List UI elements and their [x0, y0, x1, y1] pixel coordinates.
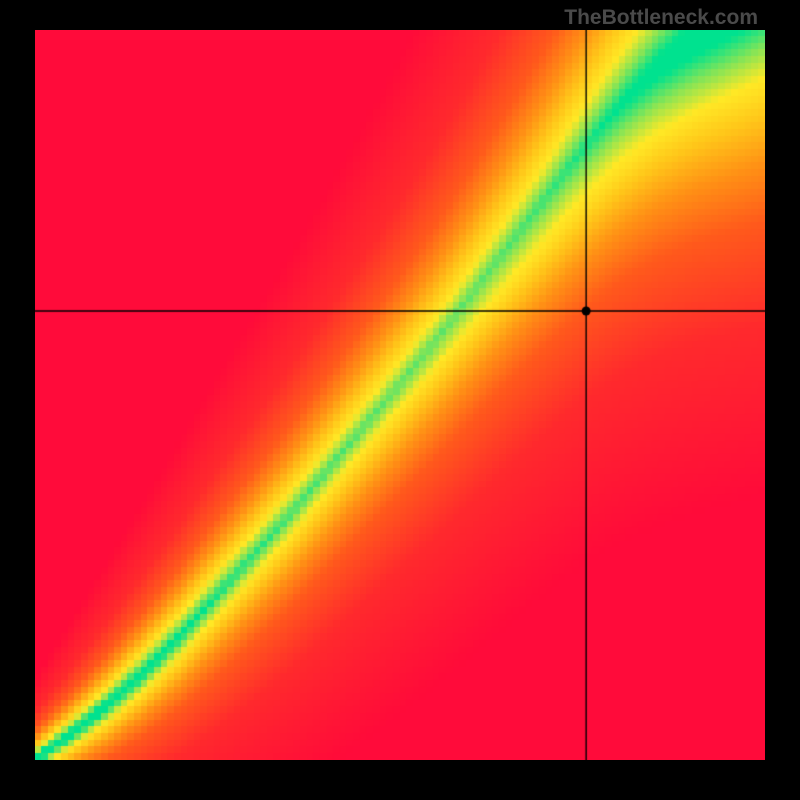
- watermark-text: TheBottleneck.com: [564, 6, 758, 30]
- bottleneck-heatmap: [35, 30, 765, 760]
- chart-container: { "watermark": "TheBottleneck.com", "cha…: [0, 0, 800, 800]
